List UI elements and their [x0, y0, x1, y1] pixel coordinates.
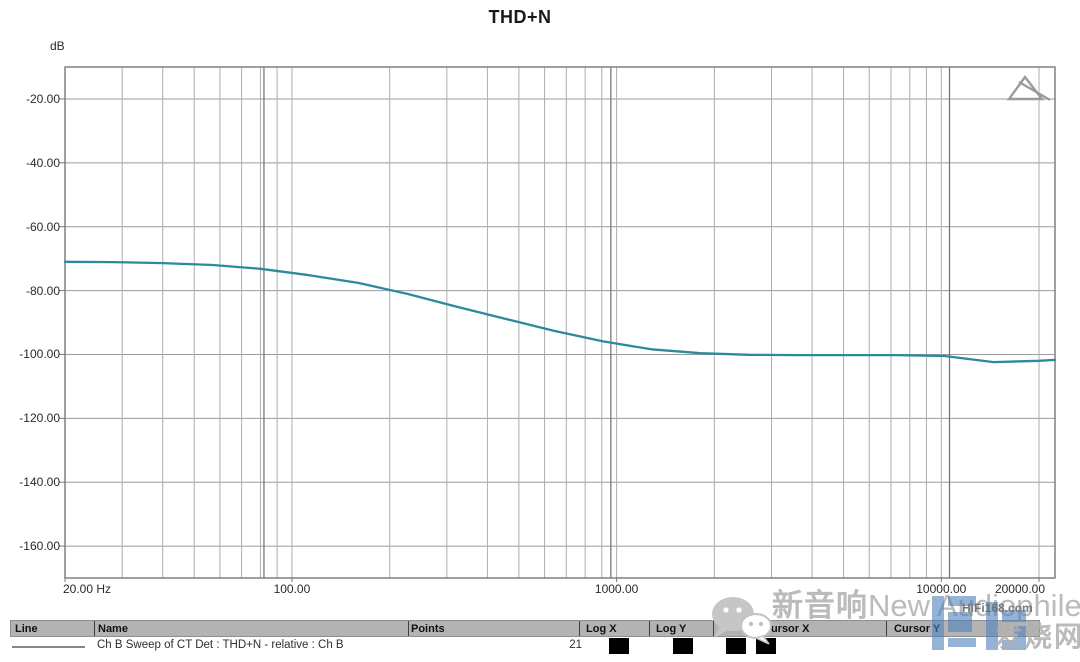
log-y-checkbox[interactable]	[673, 638, 693, 654]
vertical-gridlines	[121, 67, 1040, 578]
thdn-graph	[59, 66, 1057, 582]
column-divider	[408, 621, 409, 636]
x-tick-label: 10000.00	[916, 582, 967, 596]
audio-precision-logo-icon	[1006, 74, 1051, 102]
column-divider	[753, 621, 754, 636]
y-tick-label: -160.00	[19, 539, 60, 554]
y-tick-label: -60.00	[25, 219, 60, 234]
col-header-cursor-x: Cursor X	[763, 623, 810, 635]
col-header-name: Name	[98, 623, 128, 635]
col-header-cursor-y: Cursor Y	[894, 623, 941, 635]
horizontal-gridlines	[59, 98, 1055, 547]
series-name: Ch B Sweep of CT Det : THD+N - relative …	[97, 639, 344, 651]
x-tick-label: 20000.00	[994, 582, 1046, 596]
cursor-lines	[263, 67, 951, 578]
y-axis-unit-label: dB	[50, 39, 65, 53]
x-tick-label: 100.00	[273, 582, 311, 596]
col-header-log-x: Log X	[586, 623, 617, 635]
thdn-curve	[63, 260, 1057, 364]
col-header-line: Line	[15, 623, 38, 635]
points-value: 21	[569, 639, 582, 651]
y-tick-label: -140.00	[19, 475, 60, 490]
x-tick-label: 20.00 Hz	[63, 582, 112, 596]
x-tick-label: 1000.00	[594, 582, 639, 596]
column-divider	[579, 621, 580, 636]
column-divider	[886, 621, 887, 636]
plot-border	[64, 66, 1056, 579]
column-divider	[94, 621, 95, 636]
col-header-log-y: Log Y	[656, 623, 687, 635]
y-tick-label: -80.00	[25, 283, 60, 298]
column-divider	[649, 621, 650, 636]
y-tick-label: -40.00	[25, 155, 60, 170]
cursor2-checkbox[interactable]	[756, 638, 776, 654]
page-title: THD+N	[488, 7, 552, 27]
y-tick-label: -20.00	[25, 91, 60, 106]
series-line-swatch	[12, 646, 85, 648]
legend-table-header: Line Name Points Log X Log Y Cursor X Cu…	[10, 620, 1040, 637]
log-x-checkbox[interactable]	[609, 638, 629, 654]
y-tick-label: -120.00	[19, 411, 60, 426]
col-header-points: Points	[411, 623, 445, 635]
y-tick-label: -100.00	[19, 347, 60, 362]
cursor1-checkbox[interactable]	[726, 638, 746, 654]
column-divider	[713, 621, 714, 636]
